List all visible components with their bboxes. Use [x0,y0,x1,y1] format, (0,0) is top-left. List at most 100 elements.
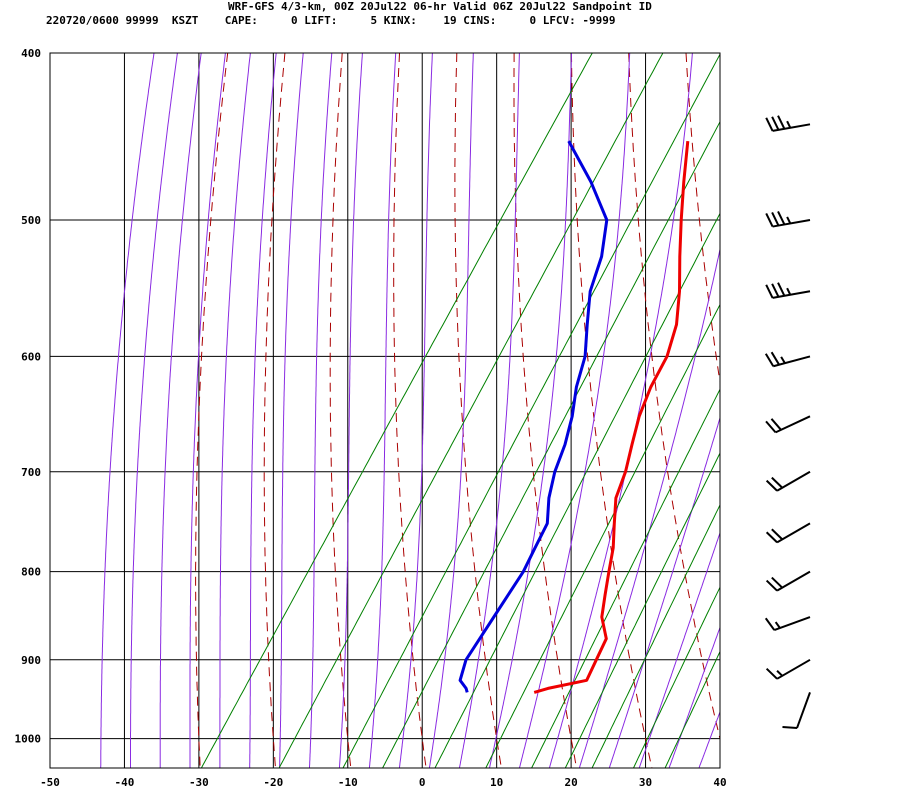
wind-barb-feather [765,531,778,544]
mixing-ratio-line [278,53,664,768]
wind-barb-feather [771,283,780,298]
moist-adiabat-line [368,53,397,768]
moist-adiabat-line [189,53,226,768]
wind-barb-feather [770,418,782,431]
moist-adiabat-line [219,53,251,768]
mixing-ratio-line [564,452,720,768]
wind-barb-feather [765,284,774,299]
wind-barb-feather [765,213,774,228]
wind-barb-feather [777,282,786,297]
wind-barb-feather [771,212,780,226]
wind-barb [765,522,811,544]
dry-adiabat-line [801,53,900,768]
dry-adiabat-line [685,53,720,386]
wind-barb-staff [796,692,811,729]
wind-barb-half-feather [776,670,783,677]
wind-barb [765,210,811,228]
mixing-ratio-line [531,388,720,768]
moist-adiabat-line [518,53,631,768]
wind-barb [765,282,811,299]
wind-barb-staff [776,522,811,544]
x-tick-label: 0 [419,776,426,789]
y-tick-label: 400 [21,47,41,60]
moist-adiabat-line [608,416,720,768]
wind-barb-staff [772,123,811,132]
y-tick-label: 900 [21,654,41,667]
mixing-ratio-line [633,586,720,768]
moist-adiabat-line [458,53,520,768]
x-tick-label: -20 [263,776,283,789]
dry-adiabat-line [858,53,900,768]
wind-barb-half-feather [786,216,792,224]
wind-barb-feather [765,579,778,592]
wind-barb [765,115,811,132]
moist-adiabat-line [308,53,333,768]
x-tick-label: -40 [115,776,135,789]
dewpoint-line [458,140,609,693]
wind-barb-half-feather [774,621,781,629]
wind-barb-staff [775,415,811,434]
sounding-indices: 220720/0600 99999 KSZT CAPE: 0 LIFT: 5 K… [46,14,616,27]
moist-adiabat-line [159,53,202,768]
moist-adiabat-line [668,625,720,768]
wind-barb-feather [777,210,786,225]
moist-adiabat-line [548,53,693,768]
plot-frame [49,52,721,769]
wind-barb-feather [764,353,775,367]
mixing-ratio-line [664,650,720,768]
wind-barb-staff [776,570,811,592]
x-tick-label: 10 [490,776,503,789]
wind-barb-staff [773,616,811,631]
x-tick-label: -50 [40,776,60,789]
wind-barb-half-feather [786,287,792,296]
wind-barb [782,692,811,730]
dry-adiabat-line [263,53,286,768]
wind-barb-staff [773,355,811,368]
wind-barb-feather [765,117,774,132]
moist-adiabat-line [100,53,155,768]
moist-adiabat-line [338,53,363,768]
wind-barb-feather [764,617,776,631]
dry-adiabat-line [513,53,578,768]
wind-barb-feather [771,116,780,131]
wind-barb [764,616,811,631]
y-axis-ticks: 1000 900 800 700 600 500 400 [15,47,42,746]
moist-adiabat-line [488,53,572,768]
y-tick-label: 500 [21,214,41,227]
wind-barbs [764,115,811,730]
moist-adiabat-line [249,53,277,768]
dry-adiabat-line [454,53,502,768]
moist-adiabat-line [428,53,474,768]
x-tick-label: -30 [189,776,209,789]
wind-barb-feather [765,479,778,492]
x-tick-label: 40 [713,776,726,789]
wind-barb-staff [772,290,811,299]
mixing-ratio-line [382,120,720,768]
wind-barb-half-feather [780,356,786,364]
x-tick-label: 20 [564,776,577,789]
x-tick-label: 30 [639,776,652,789]
mixing-ratio-line [591,503,720,768]
x-axis-ticks: -50 -40 -30 -20 -10 0 10 20 30 40 [40,776,727,789]
wind-barb-feather [765,420,777,434]
mixing-ratio-line [434,212,720,768]
wind-barb [765,470,811,492]
wind-barb-feather [771,576,783,589]
sounding-title: WRF-GFS 4/3-km, 00Z 20Jul22 06-hr Valid … [228,0,652,13]
wind-barb-staff [776,470,811,492]
wind-barb-half-feather [786,120,792,129]
grid-lines [50,53,900,768]
wind-barb-staff [772,218,811,228]
mixing-ratio-line [342,53,720,768]
moist-adiabat-line [279,53,304,768]
moist-adiabat-line [130,53,178,768]
mixing-ratio-line [485,303,720,768]
profile-lines [458,140,690,694]
dry-adiabat-line [570,53,653,768]
dry-adiabat-line [393,53,427,768]
y-tick-label: 1000 [15,733,42,746]
y-tick-label: 800 [21,566,41,579]
wind-barb [765,658,811,680]
moist-adiabat-line [398,53,433,768]
